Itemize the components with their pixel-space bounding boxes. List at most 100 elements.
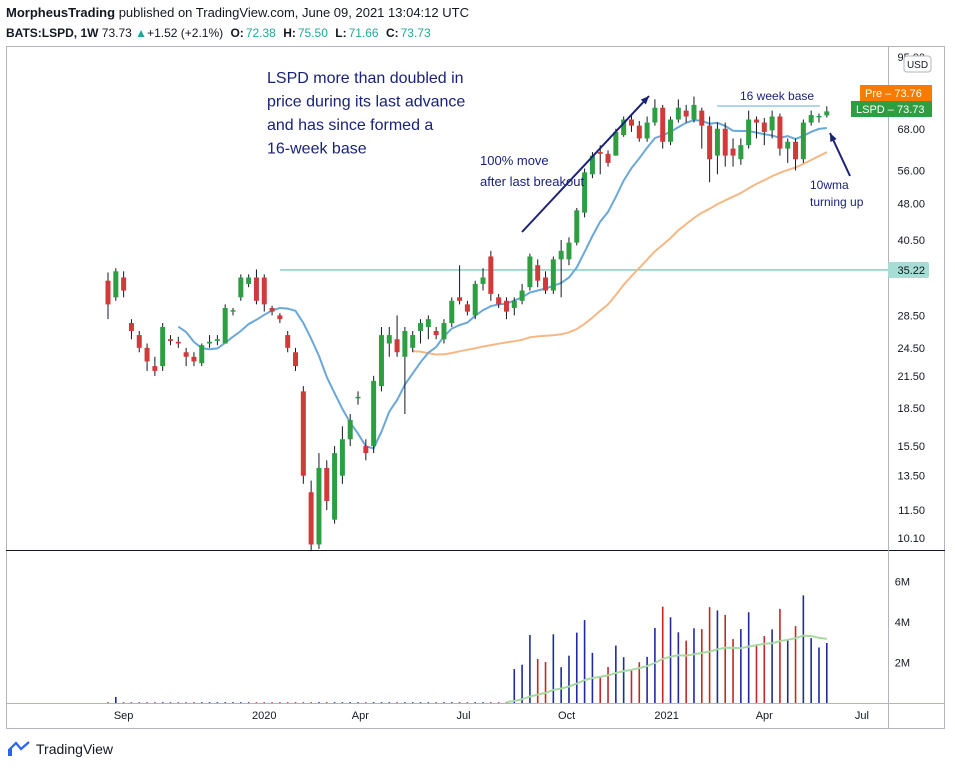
candle-body — [269, 307, 275, 312]
tradingview-logo[interactable]: TradingView — [8, 740, 113, 758]
candle — [582, 168, 588, 218]
candle-body — [386, 335, 392, 344]
candle — [152, 356, 158, 376]
candle — [175, 336, 181, 348]
volume-tick-label: 4M — [895, 617, 910, 629]
low-label: L: — [335, 26, 347, 40]
candle — [402, 326, 408, 414]
candle — [613, 128, 619, 156]
candle — [425, 315, 431, 340]
currency-box[interactable] — [903, 55, 932, 73]
price-tick-label: 48.00 — [897, 199, 925, 211]
author-name[interactable]: MorpheusTrading — [6, 5, 116, 20]
candle — [691, 96, 697, 123]
annotation-main-text: 16-week base — [267, 141, 367, 158]
candle-body — [714, 128, 720, 156]
candle-body — [222, 307, 228, 344]
annotation-10wma-text: turning up — [810, 195, 864, 209]
candle-body — [589, 155, 595, 175]
candle — [785, 138, 791, 163]
candle-body — [777, 116, 783, 149]
candle-body — [550, 259, 556, 291]
candle — [238, 274, 244, 301]
last-price: 73.73 — [101, 26, 132, 40]
price-tick-label: 15.50 — [897, 441, 925, 453]
ohlc-legend: BATS:LSPD, 1W 73.73 ▲+1.52 (+2.1%) O: 72.… — [6, 26, 431, 40]
candle — [496, 293, 502, 308]
candle-body — [168, 339, 174, 341]
candle-body — [230, 310, 236, 312]
annotation-main-text: LSPD more than doubled in — [267, 70, 464, 87]
annotation-base-text: 16 week base — [740, 89, 814, 103]
candle-body — [496, 297, 502, 305]
candle — [558, 239, 564, 298]
candle — [652, 99, 658, 126]
resistance-badge — [888, 261, 929, 278]
candle — [675, 99, 681, 123]
annotation-main-text: and has since formed a — [267, 117, 433, 134]
volume-tick-label: 2M — [895, 657, 910, 669]
candle-body — [675, 107, 681, 120]
candle-body — [261, 277, 267, 305]
candle-body — [136, 335, 142, 348]
candle-body — [699, 110, 705, 126]
candle — [511, 297, 517, 316]
time-tick-label: Sep — [114, 710, 134, 722]
candle-body — [613, 131, 619, 156]
candle — [457, 265, 463, 305]
candle-body — [363, 446, 369, 454]
candle-body — [418, 323, 424, 331]
candle — [707, 116, 713, 183]
candle-body — [785, 141, 791, 149]
candle-body — [355, 396, 361, 399]
candle-body — [113, 271, 119, 298]
candle-body — [605, 153, 611, 163]
volume-tick-label: 6M — [895, 576, 910, 588]
candle — [105, 272, 111, 320]
currency-label: USD — [907, 60, 928, 71]
time-tick-label: 2021 — [654, 710, 678, 722]
candle — [418, 319, 424, 344]
pre-market-badge — [860, 85, 932, 101]
price-tick-label: 18.50 — [897, 403, 925, 415]
tradingview-logo-icon — [8, 741, 30, 756]
candle-body — [644, 122, 650, 139]
candle-body — [683, 110, 689, 117]
candle — [410, 330, 416, 353]
candle-body — [433, 330, 439, 336]
candle-body — [378, 335, 384, 387]
chart-frame — [6, 46, 945, 729]
candle — [722, 122, 728, 167]
candle-body — [800, 122, 806, 160]
symbol-label: BATS:LSPD, 1W — [6, 26, 99, 40]
candle-body — [449, 300, 455, 324]
candle — [543, 271, 549, 294]
close-label: C: — [385, 26, 399, 40]
candle-body — [128, 323, 134, 331]
candle-body — [402, 330, 408, 357]
candle-body — [238, 277, 244, 298]
candle-body — [730, 148, 736, 156]
candle-body — [535, 265, 541, 281]
candle-body — [566, 242, 572, 260]
price-tick-label: 10.10 — [897, 533, 925, 545]
volume-ma-line — [506, 634, 827, 704]
high-label: H: — [283, 26, 296, 40]
candle — [222, 304, 228, 344]
candle — [136, 330, 142, 353]
candle — [824, 106, 830, 118]
candle-body — [191, 356, 197, 362]
candle — [246, 274, 252, 288]
candle — [261, 274, 267, 312]
candle-body — [472, 283, 478, 316]
candle — [644, 116, 650, 142]
candle-body — [293, 352, 299, 367]
candle — [628, 113, 634, 132]
candle — [621, 116, 627, 137]
candle — [753, 116, 759, 139]
candle-body — [199, 345, 205, 364]
pre-market-badge-text: Pre – 73.76 — [865, 88, 922, 100]
annotation-breakout-text: 100% move — [480, 153, 549, 168]
candle-body — [285, 335, 291, 348]
